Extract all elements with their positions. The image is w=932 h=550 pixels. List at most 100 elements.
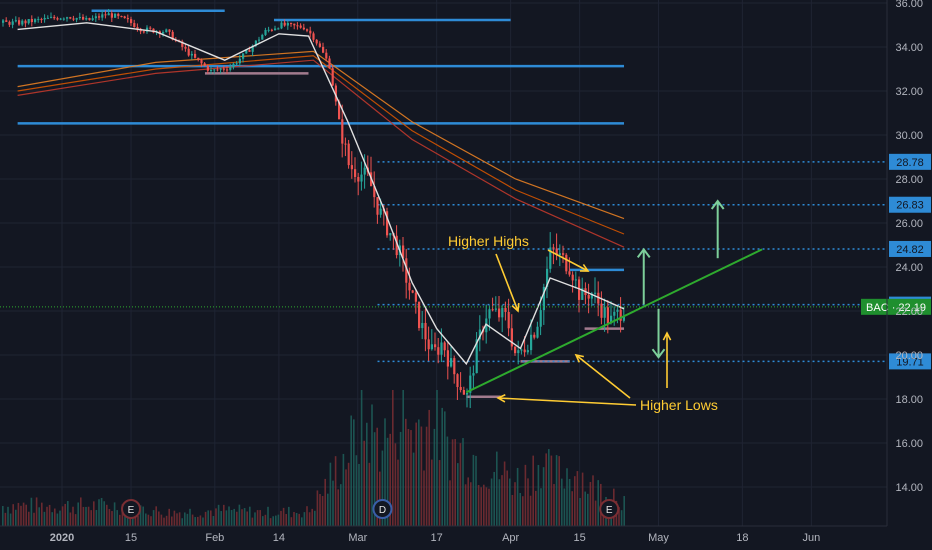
volume-bar [100, 497, 103, 526]
volume-bar [228, 506, 230, 526]
candle-body [158, 31, 161, 34]
candle-body [526, 350, 529, 353]
volume-bar [204, 511, 207, 526]
volume-bar [108, 509, 111, 526]
candle-body [94, 16, 97, 19]
volume-bar [41, 502, 43, 526]
candle-body [222, 68, 225, 70]
candle-body [302, 27, 305, 30]
candle-body [8, 21, 11, 25]
chart-drawings: BAC · 22.19 Higher Highs Higher Lows E D E [0, 199, 931, 519]
chart-grid [0, 0, 887, 526]
y-tick-label: 32.00 [895, 86, 923, 98]
candle-body [216, 69, 219, 71]
candle-body [622, 317, 625, 321]
candle-body [168, 29, 171, 32]
candle-body [261, 34, 264, 40]
volume-bar [293, 511, 295, 526]
candle-body [389, 233, 392, 236]
volume-bar [139, 505, 142, 526]
volume-bar [288, 506, 290, 526]
volume-bar [35, 497, 38, 526]
volume-bar [43, 511, 46, 526]
candle-body [40, 19, 43, 21]
volume-bar [145, 513, 147, 526]
volume-bar [503, 461, 506, 526]
candle-body [88, 18, 91, 21]
volume-bar [124, 513, 126, 526]
candle-body [360, 174, 363, 182]
target-tag [889, 153, 931, 170]
x-tick-label: 14 [273, 532, 285, 544]
volume-bar [527, 478, 529, 526]
volume-bar [587, 493, 589, 526]
candle-body [171, 31, 174, 40]
candle-body [581, 288, 584, 300]
candle-body [296, 25, 299, 27]
volume-bar [623, 496, 625, 526]
time-axis[interactable]: 2020 15 Feb 14 Mar 17 Apr 15 May 18 Jun [0, 525, 887, 544]
volume-bar [33, 512, 35, 526]
volume-bar [298, 513, 300, 526]
volume-bar [360, 390, 363, 526]
candle-body [453, 358, 456, 375]
volume-bar [483, 484, 485, 526]
y-tick-label: 20.00 [895, 350, 923, 362]
volume-bar [249, 506, 251, 526]
candle-body [488, 309, 491, 319]
volume-bar [210, 510, 212, 526]
candle-body [430, 344, 433, 350]
volume-bar [337, 489, 339, 526]
candle-body [229, 67, 232, 70]
candle-body [530, 334, 533, 351]
volume-bar [160, 514, 163, 526]
price-axis[interactable]: 14.00 16.00 18.00 20.00 22.00 24.00 26.00 28.00… [886, 0, 923, 526]
volume-bar [620, 510, 623, 526]
volume-bar [358, 463, 360, 526]
candle-body [379, 208, 382, 215]
candle-body [181, 41, 184, 47]
candle-body [357, 176, 360, 182]
volume-bar [462, 438, 464, 526]
volume-bar [464, 484, 467, 526]
volume-bar [28, 511, 30, 526]
candle-body [267, 29, 270, 31]
volume-bar [259, 510, 261, 526]
volume-bar [568, 478, 571, 526]
candle-body [117, 13, 120, 17]
target-tag-label: 24.82 [896, 244, 924, 256]
volume-bar [459, 443, 462, 526]
volume-bar [152, 510, 155, 526]
volume-bar [537, 464, 540, 526]
volume-bar [498, 479, 501, 526]
volume-bar [77, 502, 79, 526]
candle-body [558, 253, 561, 255]
higher-highs-arrow-1-head [511, 302, 520, 313]
volume-bar [82, 506, 85, 526]
x-tick-label: 2020 [50, 532, 74, 544]
volume-bar [87, 506, 90, 526]
volume-bar [251, 517, 254, 526]
volume-bar [488, 488, 490, 526]
volume-bar [176, 513, 178, 526]
volume-bar [74, 514, 77, 526]
volume-bar [9, 513, 12, 526]
volume-bar [399, 431, 402, 526]
event-marker-circle [121, 499, 142, 519]
volume-bar [285, 513, 287, 526]
candle-body [235, 63, 238, 65]
volume-bar [579, 498, 581, 526]
y-tick-label: 22.00 [895, 306, 923, 318]
price-candles [2, 8, 625, 409]
volume-bar [155, 506, 157, 526]
candle-body [619, 309, 622, 321]
volume-bar [150, 516, 152, 526]
volume-bar [332, 480, 334, 526]
candle-body [107, 13, 110, 16]
candle-body [386, 211, 389, 236]
volume-bar [561, 478, 563, 526]
target-arrow-head [636, 247, 651, 258]
volume-bar [501, 475, 503, 526]
candle-body [338, 101, 341, 120]
